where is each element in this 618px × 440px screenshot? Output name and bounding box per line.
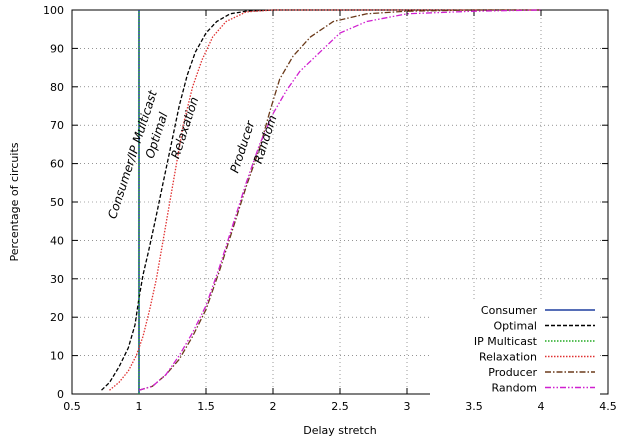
x-tick-label: 1.5 [197,400,215,413]
axis-ticks: 0.5 1 1.5 2 2.5 3 3.5 4 4.5 0 10 20 30 40 50 60 70 80 90 10… [43,4,617,413]
grid [72,10,608,394]
y-tick-label: 10 [50,350,64,363]
annotation-producer: Producer [227,118,257,174]
legend-label-consumer: Consumer [481,304,538,317]
y-tick-label: 0 [57,388,64,401]
x-tick-label: 1 [136,400,143,413]
y-tick-label: 90 [50,42,64,55]
legend: Consumer Optimal IP Multicast Relaxation Pro… [430,300,600,399]
legend-label-random: Random [491,382,537,395]
y-tick-label: 70 [50,119,64,132]
x-tick-label: 2.5 [331,400,349,413]
legend-label-optimal: Optimal [493,320,537,333]
legend-background [430,300,600,399]
y-tick-label: 40 [50,234,64,247]
y-tick-label: 60 [50,158,64,171]
x-tick-label: 3.5 [465,400,483,413]
x-tick-label: 0.5 [63,400,81,413]
y-tick-label: 30 [50,273,64,286]
annotation-random: Random [251,113,280,165]
x-tick-label: 4 [538,400,545,413]
y-tick-label: 100 [43,4,64,17]
x-tick-label: 3 [404,400,411,413]
series-lines [101,9,542,394]
annotation-relaxation: Relaxation [168,95,201,160]
series-line-optimal [101,9,541,391]
y-axis-label: Percentage of circuits [8,142,21,261]
legend-label-ip-multicast: IP Multicast [474,335,538,348]
legend-label-relaxation: Relaxation [479,351,537,364]
y-tick-label: 20 [50,311,64,324]
series-line-relaxation [109,9,541,391]
y-tick-label: 80 [50,81,64,94]
series-line-random [138,9,542,391]
legend-label-producer: Producer [488,366,537,379]
y-tick-label: 50 [50,196,64,209]
x-axis-label: Delay stretch [303,424,376,437]
x-tick-label: 4.5 [599,400,617,413]
x-tick-label: 2 [270,400,277,413]
series-line-producer [138,9,541,391]
